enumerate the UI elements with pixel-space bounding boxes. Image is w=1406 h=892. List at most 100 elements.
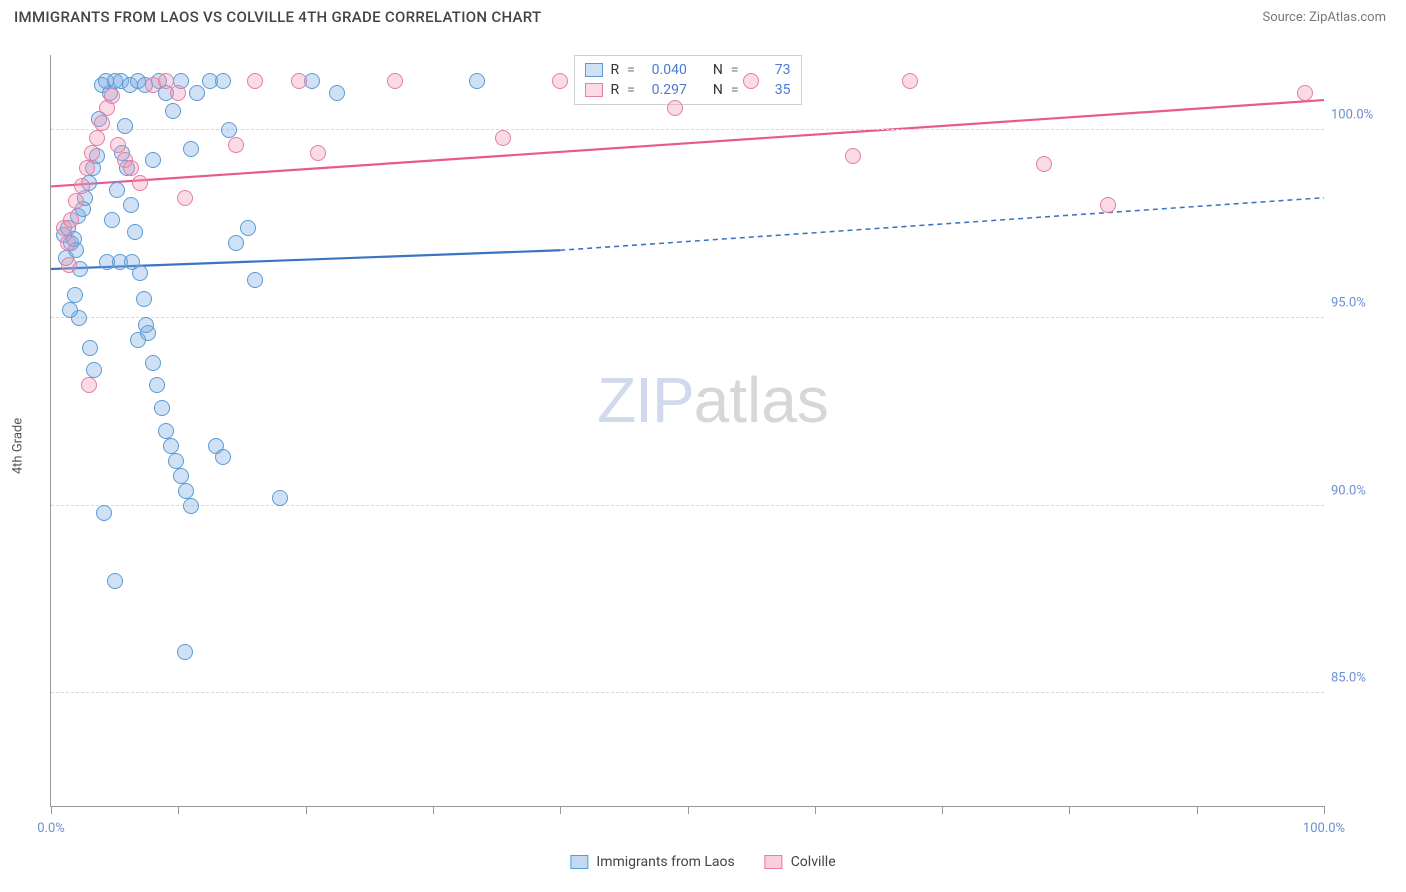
y-axis-label: 4th Grade bbox=[11, 418, 26, 474]
legend-label: Colville bbox=[791, 854, 836, 870]
data-point bbox=[96, 505, 112, 521]
data-point bbox=[149, 377, 165, 393]
data-point bbox=[178, 483, 194, 499]
data-point bbox=[1297, 85, 1313, 101]
data-point bbox=[136, 291, 152, 307]
data-point bbox=[163, 438, 179, 454]
data-point bbox=[81, 377, 97, 393]
data-point bbox=[138, 317, 154, 333]
data-point bbox=[189, 85, 205, 101]
y-tick-label: 90.0% bbox=[1331, 483, 1396, 498]
data-point bbox=[110, 137, 126, 153]
data-point bbox=[123, 160, 139, 176]
x-tick bbox=[1197, 806, 1198, 814]
data-point bbox=[60, 235, 76, 251]
y-tick-label: 85.0% bbox=[1331, 671, 1396, 686]
data-point bbox=[329, 85, 345, 101]
x-tick bbox=[306, 806, 307, 814]
stats-row: R=0.040N=73 bbox=[584, 60, 790, 80]
stat-eq: = bbox=[731, 82, 739, 98]
data-point bbox=[177, 190, 193, 206]
data-point bbox=[124, 254, 140, 270]
data-point bbox=[272, 490, 288, 506]
data-point bbox=[170, 85, 186, 101]
data-point bbox=[104, 88, 120, 104]
data-point bbox=[74, 178, 90, 194]
stat-r-value: 0.297 bbox=[643, 82, 687, 98]
data-point bbox=[127, 224, 143, 240]
data-point bbox=[469, 73, 485, 89]
data-point bbox=[165, 103, 181, 119]
data-point bbox=[1100, 197, 1116, 213]
y-tick-label: 100.0% bbox=[1331, 108, 1396, 123]
data-point bbox=[107, 573, 123, 589]
data-point bbox=[177, 644, 193, 660]
data-point bbox=[291, 73, 307, 89]
stat-n-label: N bbox=[713, 62, 723, 78]
x-tick bbox=[1324, 806, 1325, 814]
data-point bbox=[109, 182, 125, 198]
data-point bbox=[158, 423, 174, 439]
trend-line-dashed bbox=[560, 198, 1324, 251]
source-label: Source: ZipAtlas.com bbox=[1262, 10, 1386, 25]
x-tick-label: 100.0% bbox=[1303, 821, 1345, 836]
data-point bbox=[221, 122, 237, 138]
data-point bbox=[67, 287, 83, 303]
data-point bbox=[79, 160, 95, 176]
stats-row: R=0.297N=35 bbox=[584, 80, 790, 100]
legend-swatch bbox=[570, 855, 588, 869]
legend-swatch bbox=[765, 855, 783, 869]
data-point bbox=[104, 212, 120, 228]
x-tick bbox=[1069, 806, 1070, 814]
data-point bbox=[84, 145, 100, 161]
data-point bbox=[1036, 156, 1052, 172]
data-point bbox=[310, 145, 326, 161]
data-point bbox=[845, 148, 861, 164]
data-point bbox=[145, 152, 161, 168]
data-point bbox=[168, 453, 184, 469]
data-point bbox=[183, 141, 199, 157]
data-point bbox=[173, 468, 189, 484]
stat-n-label: N bbox=[713, 82, 723, 98]
x-tick bbox=[560, 806, 561, 814]
stat-r-value: 0.040 bbox=[643, 62, 687, 78]
legend: Immigrants from Laos Colville bbox=[570, 854, 835, 870]
data-point bbox=[94, 115, 110, 131]
stat-eq: = bbox=[627, 82, 635, 98]
data-point bbox=[130, 332, 146, 348]
data-point bbox=[183, 498, 199, 514]
x-tick bbox=[51, 806, 52, 814]
data-point bbox=[215, 73, 231, 89]
data-point bbox=[495, 130, 511, 146]
data-point bbox=[552, 73, 568, 89]
data-point bbox=[240, 220, 256, 236]
data-point bbox=[387, 73, 403, 89]
series-swatch bbox=[584, 63, 602, 77]
legend-label: Immigrants from Laos bbox=[596, 854, 734, 870]
data-point bbox=[228, 137, 244, 153]
data-point bbox=[902, 73, 918, 89]
stat-r-label: R bbox=[610, 82, 619, 98]
data-point bbox=[154, 400, 170, 416]
data-point bbox=[667, 100, 683, 116]
y-tick-label: 95.0% bbox=[1331, 295, 1396, 310]
data-point bbox=[123, 197, 139, 213]
data-point bbox=[86, 362, 102, 378]
data-point bbox=[215, 449, 231, 465]
data-point bbox=[743, 73, 759, 89]
stat-r-label: R bbox=[610, 62, 619, 78]
gridline bbox=[51, 505, 1324, 506]
x-tick bbox=[688, 806, 689, 814]
data-point bbox=[61, 257, 77, 273]
x-tick bbox=[178, 806, 179, 814]
x-tick bbox=[433, 806, 434, 814]
data-point bbox=[247, 272, 263, 288]
x-tick bbox=[815, 806, 816, 814]
x-tick-label: 0.0% bbox=[37, 821, 65, 836]
chart-plot-area: ZIPatlas R=0.040N=73R=0.297N=35 85.0%90.… bbox=[50, 55, 1324, 807]
data-point bbox=[63, 212, 79, 228]
legend-item: Immigrants from Laos bbox=[570, 854, 734, 870]
data-point bbox=[247, 73, 263, 89]
chart-title: IMMIGRANTS FROM LAOS VS COLVILLE 4TH GRA… bbox=[14, 8, 541, 26]
stat-eq: = bbox=[731, 62, 739, 78]
